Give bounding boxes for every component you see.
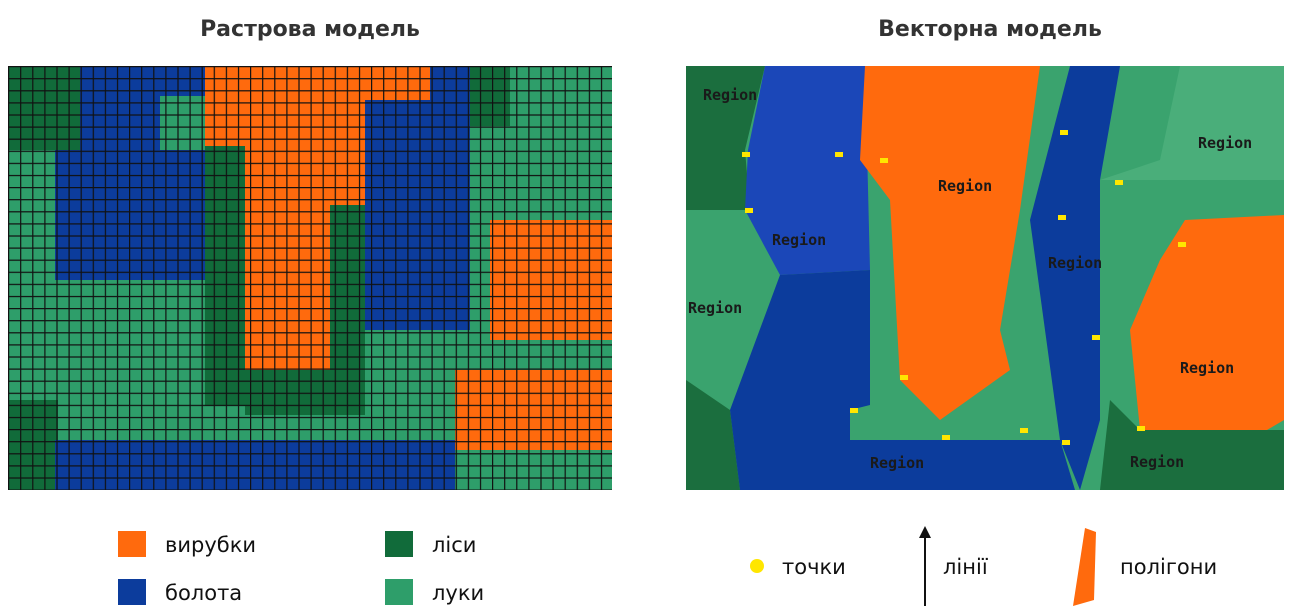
legend-label: лінії: [943, 555, 988, 579]
legend-swatch: [385, 531, 413, 557]
line-icon: [919, 526, 931, 538]
region-label: Region: [938, 177, 992, 195]
vector-title: Векторна модель: [878, 17, 1102, 42]
legend-label: точки: [782, 555, 846, 579]
region-label: Region: [703, 86, 757, 104]
region-label: Region: [1130, 453, 1184, 471]
raster-title: Растрова модель: [200, 17, 420, 42]
point-icon: [750, 559, 764, 573]
region-label: Region: [1180, 359, 1234, 377]
legend-label: болота: [165, 581, 242, 605]
raster-image: [8, 66, 612, 490]
vector-image: Region Region Region Region Region Regio…: [686, 66, 1284, 490]
region-label: Region: [1048, 254, 1102, 272]
legend-label: полігони: [1120, 555, 1217, 579]
region-label: Region: [772, 231, 826, 249]
polygon-icon: [1073, 528, 1096, 606]
legend-label: луки: [432, 581, 484, 605]
legend-label: вирубки: [165, 533, 256, 557]
vector-legend: точки лінії полігони: [750, 526, 1217, 606]
region-label: Region: [870, 454, 924, 472]
legend-swatch: [118, 579, 146, 605]
legend-swatch: [118, 531, 146, 557]
region-label: Region: [688, 299, 742, 317]
region-label: Region: [1198, 134, 1252, 152]
raster-legend: вирубки болота ліси луки: [118, 531, 484, 605]
legend-swatch: [385, 579, 413, 605]
legend-label: ліси: [432, 533, 476, 557]
